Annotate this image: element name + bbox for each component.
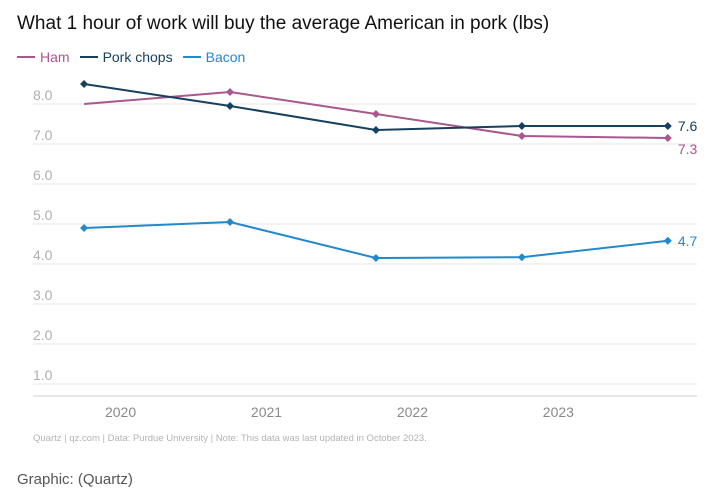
axis-layer: 1.0 2.0 3.0 4.0 5.0 6.0 7.0 8.0 2020 2021 2022 2023 xyxy=(33,87,697,420)
data-point xyxy=(517,253,526,262)
grid-layer xyxy=(33,103,697,385)
legend-swatch-bacon xyxy=(182,56,201,58)
end-value-label: 7.3 xyxy=(678,141,698,157)
y-tick-label: 3.0 xyxy=(33,287,53,303)
data-point xyxy=(517,132,526,140)
label-layer: 7.3 7.6 4.7 xyxy=(678,118,698,249)
y-tick-label: 7.0 xyxy=(33,127,53,143)
legend-item-pork-chops: Pork chops xyxy=(79,49,173,65)
y-tick-label: 6.0 xyxy=(33,167,53,183)
data-point xyxy=(663,134,672,142)
legend: Ham Pork chops Bacon xyxy=(17,49,255,65)
data-point xyxy=(371,110,380,118)
legend-label-bacon: Bacon xyxy=(205,49,246,65)
data-point xyxy=(663,122,672,130)
data-point xyxy=(80,224,89,232)
series-line-bacon xyxy=(84,221,668,259)
data-point xyxy=(80,80,89,88)
y-tick-label: 2.0 xyxy=(33,327,53,343)
legend-label-ham: Ham xyxy=(40,49,70,65)
y-tick-label: 5.0 xyxy=(33,207,53,223)
data-point xyxy=(226,218,235,226)
graphic-credit: Graphic: (Quartz) xyxy=(17,471,133,488)
x-tick-label: 2021 xyxy=(251,404,282,420)
legend-label-pork-chops: Pork chops xyxy=(102,49,173,65)
series-line-pork-chops xyxy=(83,83,668,131)
data-point xyxy=(663,236,672,245)
end-value-label: 4.7 xyxy=(678,233,698,249)
y-tick-label: 4.0 xyxy=(33,247,53,263)
data-point xyxy=(517,122,526,130)
data-point xyxy=(226,102,235,110)
legend-item-bacon: Bacon xyxy=(182,49,246,65)
x-tick-label: 2023 xyxy=(543,404,574,420)
legend-swatch-pork-chops xyxy=(79,56,98,58)
data-point xyxy=(371,126,380,134)
y-tick-label: 1.0 xyxy=(33,367,53,383)
data-point xyxy=(226,88,235,96)
chart-title: What 1 hour of work will buy the average… xyxy=(17,13,550,34)
legend-item-ham: Ham xyxy=(17,49,70,65)
footnote: Quartz | qz.com | Data: Purdue Universit… xyxy=(33,433,427,444)
end-value-label: 7.6 xyxy=(678,118,698,134)
series-layer xyxy=(80,80,672,262)
x-tick-label: 2020 xyxy=(105,404,136,420)
data-point xyxy=(371,254,380,262)
y-tick-label: 8.0 xyxy=(33,87,53,103)
legend-swatch-ham xyxy=(17,56,35,58)
x-tick-label: 2022 xyxy=(397,404,428,420)
